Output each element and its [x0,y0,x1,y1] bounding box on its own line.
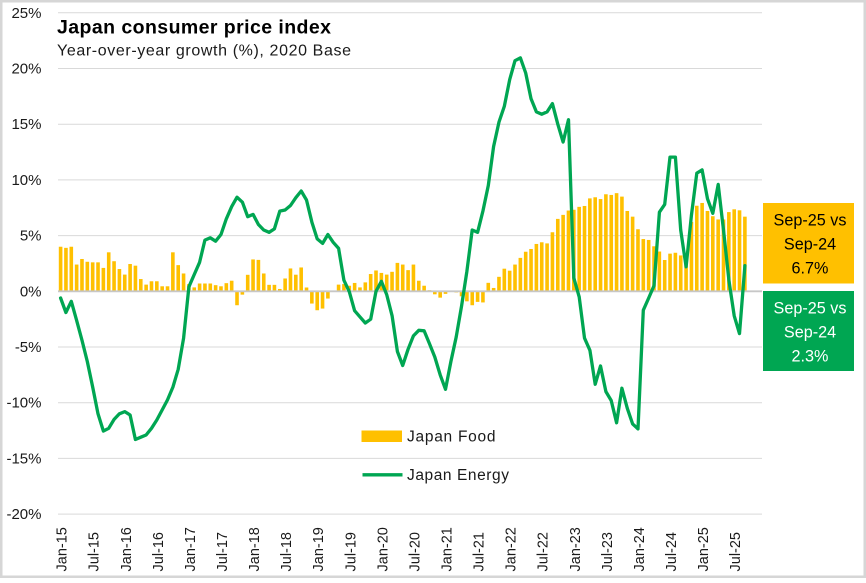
svg-text:Japan consumer price index: Japan consumer price index [57,17,331,39]
svg-text:Jul-20: Jul-20 [407,532,423,572]
svg-text:Jul-15: Jul-15 [87,532,103,572]
svg-text:6.7%: 6.7% [792,260,829,278]
svg-text:2.3%: 2.3% [792,348,829,366]
svg-text:Jan-22: Jan-22 [504,527,520,571]
svg-text:Japan Food: Japan Food [407,429,496,446]
svg-text:Jan-20: Jan-20 [375,527,391,571]
svg-text:-20%: -20% [6,506,41,523]
svg-text:Jan-23: Jan-23 [568,527,584,571]
svg-text:Jan-25: Jan-25 [696,527,712,571]
svg-text:Jan-19: Jan-19 [311,527,327,571]
svg-text:Jul-18: Jul-18 [279,532,295,572]
svg-text:-10%: -10% [6,395,41,412]
svg-text:20%: 20% [11,61,41,78]
svg-text:Jul-17: Jul-17 [215,532,231,572]
svg-text:Jan-21: Jan-21 [440,527,456,571]
svg-text:10%: 10% [11,172,41,189]
svg-text:Jul-21: Jul-21 [472,532,488,572]
svg-text:Year-over-year growth (%), 202: Year-over-year growth (%), 2020 Base [57,43,351,60]
svg-text:15%: 15% [11,116,41,133]
svg-text:Jan-17: Jan-17 [183,527,199,571]
svg-text:0%: 0% [20,283,42,300]
svg-text:-15%: -15% [6,450,41,467]
svg-text:Sep-24: Sep-24 [784,324,836,342]
svg-text:Jan-18: Jan-18 [247,527,263,571]
svg-text:Sep-25 vs: Sep-25 vs [774,212,847,230]
svg-text:Sep-24: Sep-24 [784,236,836,254]
svg-text:Jul-22: Jul-22 [536,532,552,572]
svg-text:Jan-16: Jan-16 [119,527,135,571]
svg-text:Jul-16: Jul-16 [151,532,167,572]
svg-text:Jan-24: Jan-24 [632,527,648,571]
svg-text:Jul-19: Jul-19 [343,532,359,572]
svg-text:Sep-25 vs: Sep-25 vs [774,300,847,318]
svg-text:25%: 25% [11,5,41,22]
svg-text:Jul-24: Jul-24 [664,532,680,572]
svg-text:Jan-15: Jan-15 [55,527,71,571]
svg-text:Jul-23: Jul-23 [600,532,616,572]
svg-text:-5%: -5% [15,339,42,356]
svg-text:Japan Energy: Japan Energy [407,467,509,484]
svg-text:5%: 5% [20,228,42,245]
svg-text:Jul-25: Jul-25 [728,532,744,572]
